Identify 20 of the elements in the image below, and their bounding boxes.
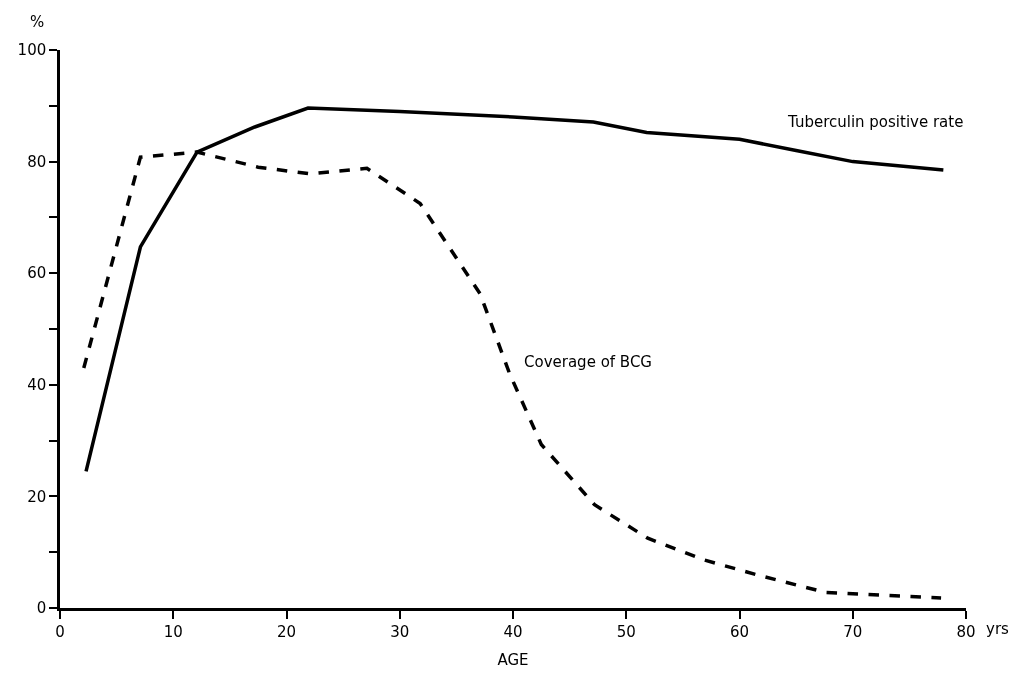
x-tick-label: 80 — [956, 622, 976, 641]
x-tick-label: 70 — [843, 622, 863, 641]
series-label: Coverage of BCG — [524, 353, 652, 371]
x-tick-label: 20 — [276, 622, 297, 641]
y-tick-label: 60 — [27, 264, 47, 283]
series-label: Tuberculin positive rate — [787, 113, 964, 131]
x-tick-label: 50 — [616, 622, 636, 641]
y-tick-label: 80 — [27, 152, 47, 171]
x-tick-label: 0 — [55, 622, 65, 641]
x-tick-label: 30 — [390, 622, 410, 641]
y-axis-title: % — [30, 13, 45, 31]
y-tick-label: 20 — [27, 487, 47, 506]
y-tick-label: 40 — [27, 376, 47, 395]
text: yrs — [986, 620, 1010, 638]
x-tick-label: 40 — [503, 622, 523, 641]
y-tick-label: 0 — [36, 599, 47, 618]
x-tick-label: 10 — [163, 622, 183, 641]
x-axis-title: AGE — [497, 650, 529, 669]
y-tick-label: 100 — [17, 41, 47, 60]
x-tick-label: 60 — [729, 622, 750, 641]
